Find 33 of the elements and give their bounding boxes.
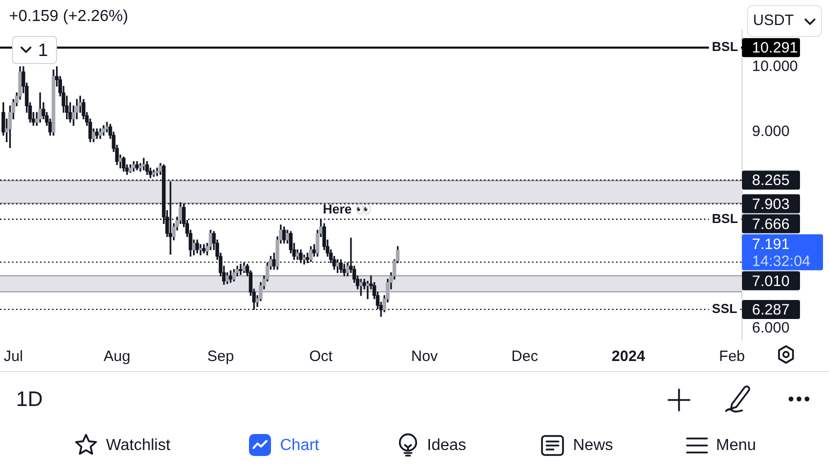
text: 14:32:04 — [752, 252, 810, 270]
x-tick-label: Aug — [104, 348, 130, 366]
annotation: SSL — [712, 301, 738, 316]
text: 7.191 — [752, 236, 790, 253]
annotation: Here 👀 — [322, 201, 372, 216]
y-tick-label: 9.000 — [752, 123, 790, 140]
x-tick-label: 2024 — [612, 348, 646, 366]
x-tick-label: Jul — [4, 348, 23, 366]
text: +0.159 (+2.26%) — [9, 8, 128, 25]
ref-line-label: 7.903 — [752, 196, 790, 213]
text: Menu — [716, 437, 756, 454]
x-tick-label: Feb — [719, 348, 745, 366]
x-tick-label: Dec — [511, 348, 539, 366]
text: Chart — [280, 437, 320, 454]
text: USDT — [753, 12, 794, 29]
text: Ideas — [427, 437, 466, 454]
y-tick-label: 6.000 — [752, 319, 790, 336]
text: Watchlist — [106, 437, 170, 454]
y-tick-label: 10.000 — [752, 58, 798, 75]
annotation: BSL — [712, 210, 738, 226]
x-tick-label: Nov — [411, 348, 438, 366]
text: News — [573, 437, 614, 454]
ref-line-label: 7.666 — [752, 216, 790, 233]
candlestick — [359, 278, 363, 296]
text: 1D — [16, 388, 43, 411]
x-tick-label: Sep — [207, 348, 234, 366]
ref-line-label: 7.010 — [752, 272, 790, 290]
annotation: BSL — [712, 39, 738, 54]
annotation: 1 — [38, 40, 48, 60]
x-tick-label: Oct — [309, 348, 334, 366]
ref-line-label: 6.287 — [752, 302, 790, 319]
ref-line-label: 8.265 — [752, 172, 790, 190]
ref-line-label: 10.291 — [752, 40, 798, 57]
